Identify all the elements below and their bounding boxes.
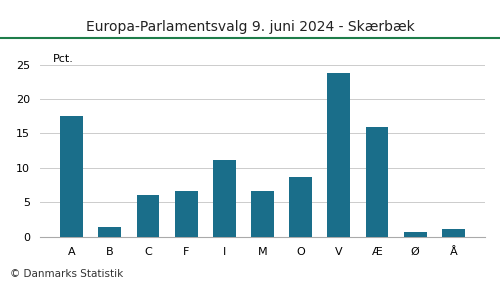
Bar	[136, 195, 160, 237]
Text: Pct.: Pct.	[52, 54, 74, 64]
Text: Europa-Parlamentsvalg 9. juni 2024 - Skærbæk: Europa-Parlamentsvalg 9. juni 2024 - Skæ…	[86, 20, 414, 34]
Bar	[98, 227, 122, 237]
Bar	[251, 191, 274, 237]
Bar	[174, 191, 198, 237]
Bar	[213, 160, 236, 237]
Bar	[404, 232, 426, 237]
Bar	[442, 229, 465, 237]
Bar	[289, 177, 312, 237]
Bar	[328, 73, 350, 237]
Text: © Danmarks Statistik: © Danmarks Statistik	[10, 269, 123, 279]
Bar	[366, 127, 388, 237]
Bar	[60, 116, 83, 237]
